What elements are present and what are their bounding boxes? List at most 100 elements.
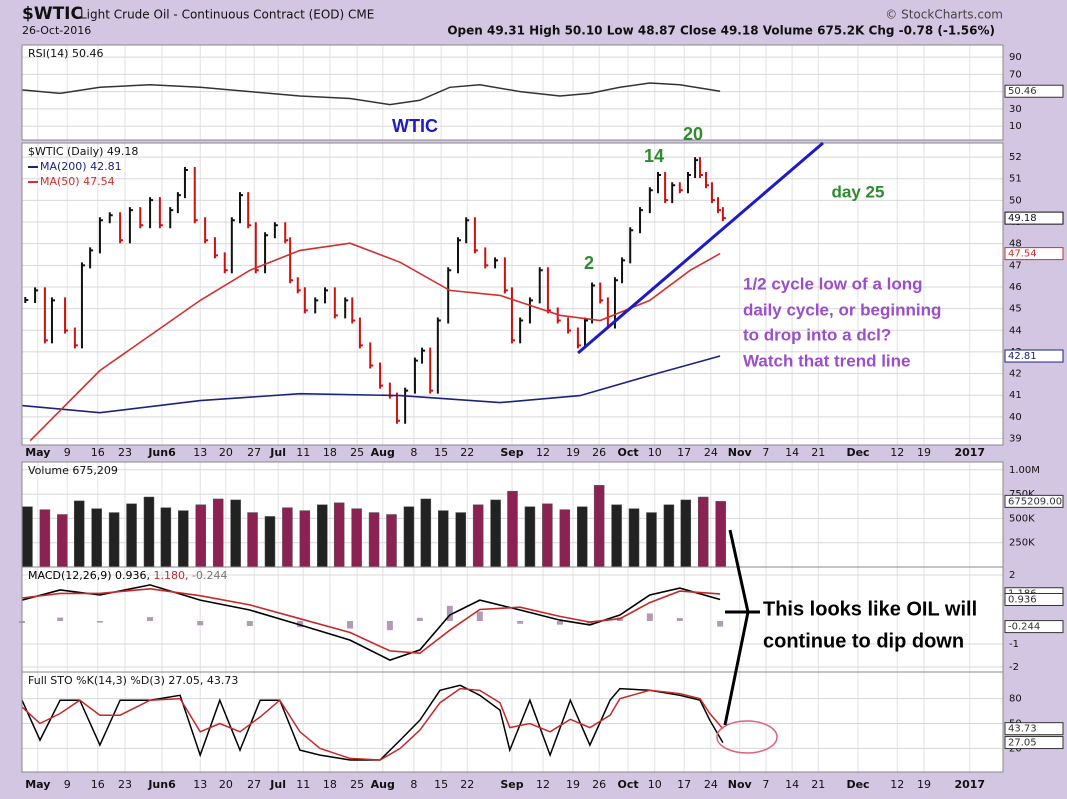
annotation: daily cycle, or beginning xyxy=(743,300,941,319)
value-box xyxy=(1004,349,1064,363)
x-tick-label: 21 xyxy=(811,446,825,459)
price-bar xyxy=(230,217,235,274)
value-box-label: 27.05 xyxy=(1008,738,1037,749)
histogram-bar xyxy=(57,617,64,621)
price-bar xyxy=(379,362,384,389)
price-bar xyxy=(413,357,418,394)
volume-bar xyxy=(299,510,311,568)
y-tick-label: 250K xyxy=(1009,538,1035,549)
price-bar xyxy=(546,267,551,314)
grid xyxy=(22,45,1003,772)
x-tick-label: 24 xyxy=(704,446,718,459)
x-tick-label: 18 xyxy=(323,446,337,459)
value-box xyxy=(1004,620,1064,634)
x-tick-label: Sep xyxy=(500,446,523,459)
volume-bar xyxy=(438,510,449,568)
series-line xyxy=(21,355,721,414)
price-bar xyxy=(721,207,726,222)
price-bar xyxy=(176,192,181,214)
volume-bar xyxy=(160,507,172,568)
price-bar xyxy=(556,307,561,324)
volume-bar xyxy=(542,503,553,568)
volume-bar xyxy=(22,506,33,568)
histogram-bar xyxy=(476,611,483,621)
volume-bar xyxy=(39,509,51,568)
histogram-bar xyxy=(717,620,724,627)
volume-bar xyxy=(247,512,258,568)
marks xyxy=(19,82,726,761)
histogram-bar xyxy=(517,620,524,624)
price-bar xyxy=(284,222,289,244)
price-bar xyxy=(576,327,581,349)
panel-title: Volume 675,209 xyxy=(28,464,118,477)
y-tick-label: -2 xyxy=(1009,662,1019,673)
value-box xyxy=(1004,211,1064,225)
volume-bar xyxy=(195,504,207,568)
price-bar xyxy=(698,157,703,179)
volume-bar xyxy=(524,506,536,568)
x-tick-label: Oct xyxy=(617,778,638,791)
x-tick-label: 12 xyxy=(536,446,550,459)
panel-title: MACD(12,26,9) 0.936, 1.180, -0.244 xyxy=(28,569,228,582)
volume-bar xyxy=(91,508,102,568)
panel-title: RSI(14) 50.46 xyxy=(28,47,103,60)
volume-bar xyxy=(143,496,155,568)
x-tick-label: 7 xyxy=(762,778,769,791)
volume-bar xyxy=(490,499,501,568)
price-bar xyxy=(710,182,715,204)
price-bar xyxy=(183,167,188,199)
price-bar xyxy=(429,347,434,394)
price-bar xyxy=(139,207,144,229)
annotation: WTIC xyxy=(392,116,438,136)
histogram-bar xyxy=(646,613,653,621)
x-tick-label: 23 xyxy=(118,446,132,459)
x-tick-label: Jul xyxy=(269,446,286,459)
price-bar xyxy=(421,347,426,364)
price-bar xyxy=(314,297,319,314)
x-tick-label: 12 xyxy=(536,778,550,791)
x-tick-label: 10 xyxy=(648,446,662,459)
panel xyxy=(22,45,1003,140)
series-line xyxy=(21,684,724,761)
price-bar xyxy=(447,267,452,324)
volume-bar xyxy=(386,514,397,568)
value-box-label: 50.46 xyxy=(1008,86,1037,97)
price-bar xyxy=(528,297,533,324)
volume-bar xyxy=(230,499,241,568)
price-bar xyxy=(80,262,85,349)
price-bar xyxy=(510,287,515,344)
panel xyxy=(22,567,1003,672)
labels: 9070503010RSI(14) 50.4650.46394041424344… xyxy=(21,44,1064,791)
price-bar xyxy=(395,392,400,424)
x-tick-label: 25 xyxy=(350,446,364,459)
x-tick-label: 27 xyxy=(247,446,261,459)
x-tick-label: 14 xyxy=(785,778,799,791)
volume-bar xyxy=(282,507,293,568)
price-bar xyxy=(473,217,478,254)
x-tick-label: Nov xyxy=(728,446,753,459)
y-tick-label: 2 xyxy=(1009,570,1015,581)
price-bar xyxy=(98,217,103,254)
price-bar xyxy=(89,247,94,269)
price-bar xyxy=(503,257,508,294)
y-tick-label: 48 xyxy=(1009,239,1022,250)
price-bar xyxy=(204,217,209,244)
x-tick-label: 10 xyxy=(648,778,662,791)
price-bar xyxy=(686,172,691,194)
x-tick-label: Dec xyxy=(846,446,869,459)
volume-bar xyxy=(559,509,571,568)
price-bar xyxy=(43,287,48,344)
x-tick-label: 27 xyxy=(247,778,261,791)
price-bar xyxy=(333,287,338,319)
y-tick-label: 42 xyxy=(1009,369,1022,380)
x-tick-label: 9 xyxy=(64,446,71,459)
price-bar xyxy=(648,187,653,214)
y-tick-label: 51 xyxy=(1009,174,1022,185)
y-tick-label: 41 xyxy=(1009,390,1022,401)
title-part: MACD(12,26,9) 0.936, xyxy=(28,569,150,582)
histogram-bar xyxy=(197,620,204,626)
instrument-name: Light Crude Oil - Continuous Contract (E… xyxy=(80,8,374,22)
x-tick-label: 21 xyxy=(811,778,825,791)
legend-label: MA(50) 47.54 xyxy=(40,175,115,188)
volume-bar xyxy=(108,512,120,568)
